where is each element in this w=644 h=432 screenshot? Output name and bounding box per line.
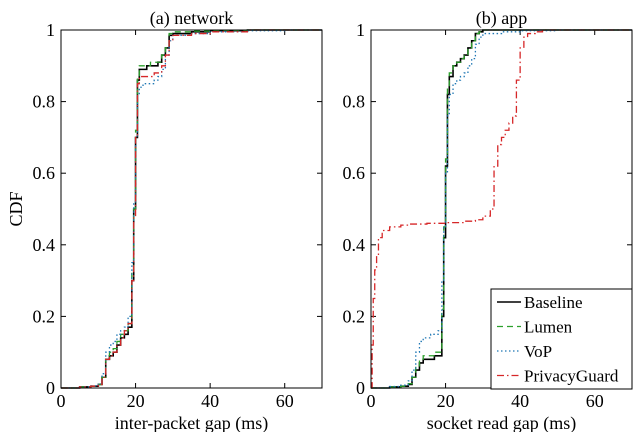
series-line-privacyguard <box>371 29 632 389</box>
legend-label-lumen: Lumen <box>524 318 573 337</box>
chart-title: (b) app <box>476 8 527 29</box>
x-tick-label: 60 <box>276 391 294 411</box>
tick-layer: 0 20 40 60 0 0.2 0.4 0.6 0.8 1 <box>343 20 632 411</box>
series-line-privacyguard <box>61 29 322 389</box>
chart-panel-network: (a) network CDF inter-packet gap (ms) 0 2… <box>6 8 323 432</box>
y-tick-label: 0.8 <box>33 92 56 112</box>
y-tick-label: 1 <box>356 20 365 40</box>
legend-box <box>490 288 633 390</box>
chart-title: (a) network <box>150 8 233 29</box>
tick-layer: 0 20 40 60 0 0.2 0.4 0.6 0.8 1 <box>33 20 322 411</box>
x-axis-label: inter-packet gap (ms) <box>115 413 269 432</box>
y-tick-label: 0 <box>356 378 365 398</box>
y-axis-label: CDF <box>6 191 26 226</box>
series-line-baseline <box>61 29 322 389</box>
y-tick-label: 1 <box>46 20 55 40</box>
chart-panel-app: (b) app socket read gap (ms) 0 20 40 60 0 0.2… <box>343 8 633 432</box>
y-tick-label: 0.6 <box>33 163 56 183</box>
y-tick-label: 0.8 <box>343 92 366 112</box>
plot-frame <box>60 29 323 389</box>
legend: Baseline Lumen VoP PrivacyGuard <box>490 288 633 390</box>
legend-label-vop: VoP <box>524 342 552 361</box>
series-line-lumen <box>61 29 322 389</box>
x-tick-label: 40 <box>201 391 219 411</box>
y-tick-label: 0 <box>46 378 55 398</box>
x-tick-label: 20 <box>437 391 455 411</box>
series-layer <box>61 29 322 389</box>
x-tick-label: 0 <box>367 391 376 411</box>
y-tick-label: 0.2 <box>343 306 366 326</box>
series-line-lumen <box>371 29 632 389</box>
series-line-vop <box>371 29 632 389</box>
legend-label-baseline: Baseline <box>524 293 583 312</box>
x-tick-label: 0 <box>57 391 66 411</box>
y-tick-label: 0.6 <box>343 163 366 183</box>
y-tick-label: 0.4 <box>343 235 366 255</box>
legend-label-privacyguard: PrivacyGuard <box>524 367 619 386</box>
series-layer <box>371 29 632 389</box>
x-tick-label: 40 <box>511 391 529 411</box>
x-axis-label: socket read gap (ms) <box>427 413 576 432</box>
y-tick-label: 0.2 <box>33 306 56 326</box>
series-line-vop <box>61 29 322 389</box>
x-tick-label: 60 <box>586 391 604 411</box>
x-tick-label: 20 <box>127 391 145 411</box>
y-tick-label: 0.4 <box>33 235 56 255</box>
